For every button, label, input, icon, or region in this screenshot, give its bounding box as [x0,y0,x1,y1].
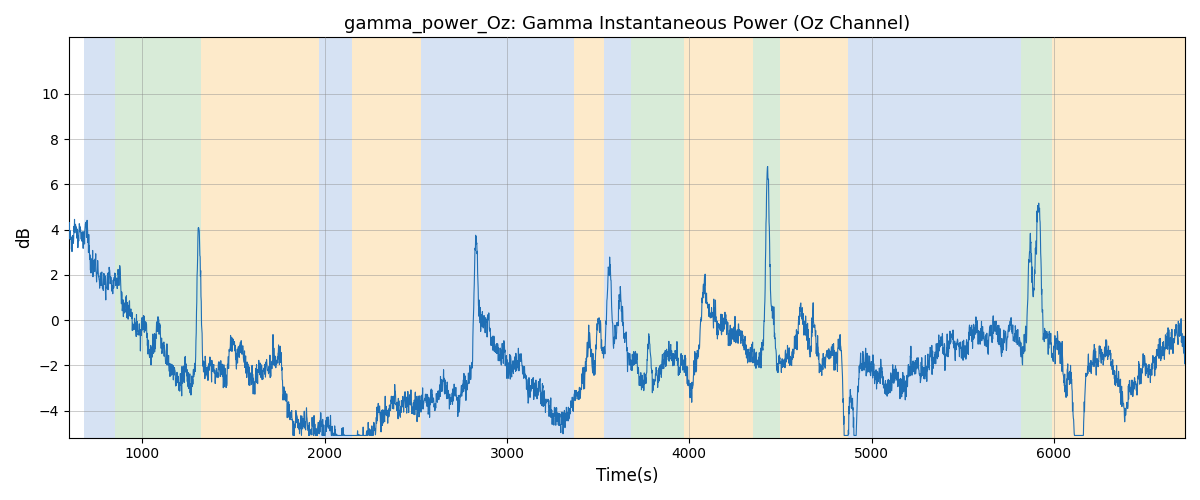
Bar [780,38,848,438]
Bar [604,38,631,438]
Bar [848,38,1021,438]
Bar [200,38,319,438]
Bar [631,38,684,438]
Bar [754,38,780,438]
Bar [319,38,352,438]
Bar [421,38,456,438]
Bar [708,38,754,438]
Bar [1052,38,1186,438]
Bar [84,38,115,438]
Bar [456,38,575,438]
Title: gamma_power_Oz: Gamma Instantaneous Power (Oz Channel): gamma_power_Oz: Gamma Instantaneous Powe… [343,15,910,34]
Bar [575,38,604,438]
Bar [352,38,421,438]
Bar [1021,38,1052,438]
X-axis label: Time(s): Time(s) [595,467,658,485]
Bar [115,38,200,438]
Y-axis label: dB: dB [16,226,34,248]
Bar [684,38,708,438]
